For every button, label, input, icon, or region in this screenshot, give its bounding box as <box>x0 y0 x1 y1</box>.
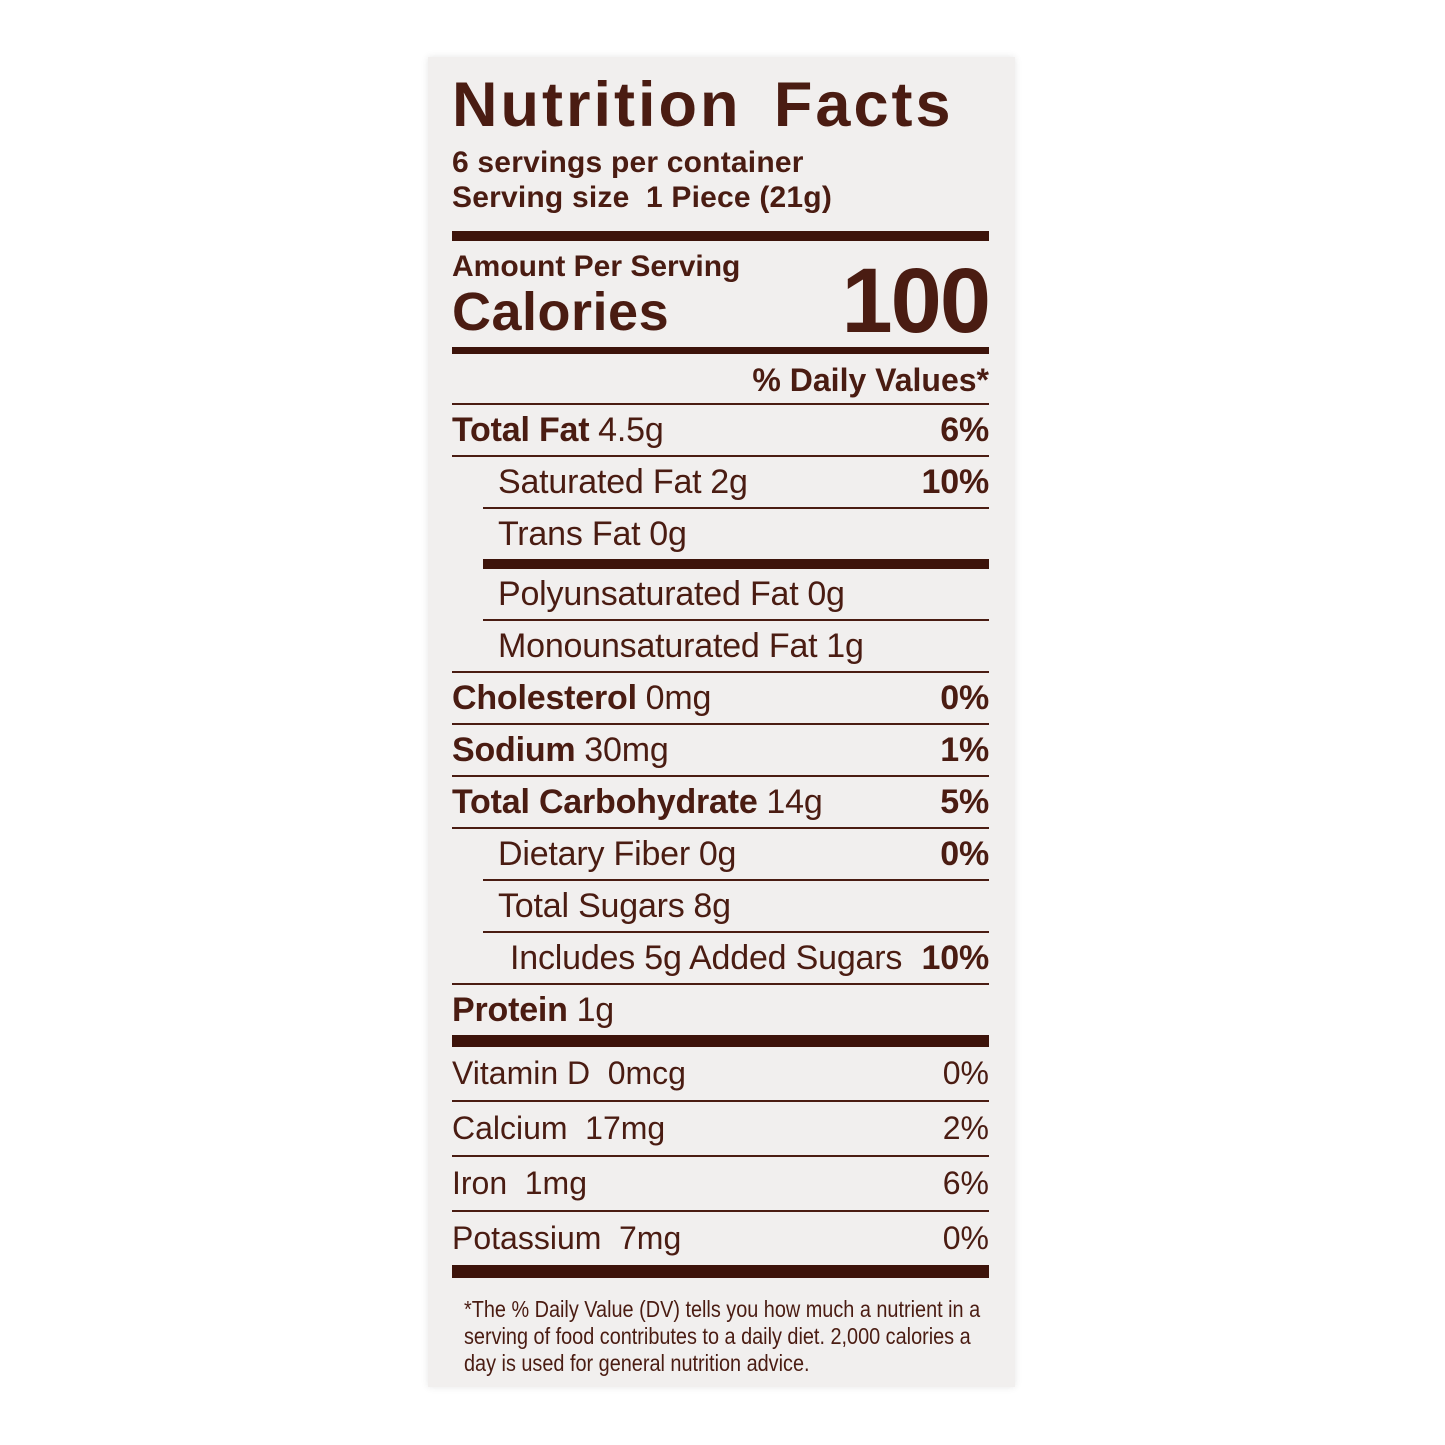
vitamin-row: Vitamin D 0mcg 0% <box>452 1047 989 1100</box>
divider <box>452 983 989 985</box>
serving-size-row: Serving size 1 Piece (21g) <box>452 180 989 215</box>
nutrient-amount: 30mg <box>584 730 669 769</box>
nutrient-name: Trans Fat <box>498 514 641 553</box>
serving-size-label: Serving size <box>452 181 630 214</box>
nutrient-daily-value: 0% <box>942 1055 989 1091</box>
calories-section: Amount Per Serving Calories 100 <box>452 250 991 348</box>
thick-divider <box>452 1035 989 1047</box>
nutrient-row: Protein 1g <box>452 985 989 1035</box>
servings-per-container: 6 servings per container <box>452 146 804 179</box>
nutrient-name: Monounsaturated Fat <box>498 626 818 665</box>
nutrient-amount: 14g <box>766 782 823 821</box>
label-title: Nutrition Facts <box>452 70 954 140</box>
nutrient-daily-value: 10% <box>921 462 990 501</box>
footnote-section: *The % Daily Value (DV) tells you how mu… <box>452 1296 989 1377</box>
nutrient-daily-value: 1% <box>940 730 989 769</box>
nutrient-row: Total Carbohydrate 14g 5% <box>452 777 989 827</box>
nutrient-name: Vitamin D <box>452 1055 591 1091</box>
nutrient-name: Total Sugars <box>498 886 685 925</box>
nutrient-amount: 0mcg <box>607 1055 686 1091</box>
nutrient-daily-value: 2% <box>942 1110 989 1146</box>
nutrient-name: Total Fat <box>452 410 590 449</box>
nutrient-row: Cholesterol 0mg 0% <box>452 673 989 723</box>
nutrient-amount: 0g <box>807 574 845 613</box>
calories-value: 100 <box>841 250 991 352</box>
nutrient-name: Includes 5g Added Sugars <box>510 938 903 977</box>
vitamin-row: Calcium 17mg 2% <box>452 1102 989 1155</box>
nutrient-daily-value: 6% <box>940 410 989 449</box>
nutrient-daily-value: 5% <box>940 782 989 821</box>
nutrient-amount: 0g <box>649 514 687 553</box>
daily-value-footnote: *The % Daily Value (DV) tells you how mu… <box>464 1296 981 1376</box>
nutrient-row: Polyunsaturated Fat 0g <box>452 569 989 619</box>
nutrient-amount: 0g <box>698 834 737 873</box>
nutrient-daily-value: 0% <box>942 1220 989 1256</box>
nutrient-name: Cholesterol <box>452 678 637 717</box>
nutrient-row: Includes 5g Added Sugars 10% <box>452 933 989 983</box>
nutrient-amount: 17mg <box>585 1110 666 1146</box>
serving-size-value: 1 Piece (21g) <box>645 181 833 214</box>
nutrient-row: Sodium 30mg 1% <box>452 725 989 775</box>
divider <box>483 931 989 933</box>
nutrient-amount: 8g <box>693 886 731 925</box>
nutrient-amount: 7mg <box>618 1220 682 1256</box>
thick-divider <box>452 1265 989 1278</box>
divider <box>452 1210 989 1212</box>
divider <box>452 827 989 829</box>
nutrient-name: Calcium <box>452 1110 568 1146</box>
nutrient-daily-value: 6% <box>942 1165 989 1201</box>
nutrient-table: Total Fat 4.5g 6% Saturated Fat 2g 10% Trans F… <box>452 405 989 1047</box>
nutrient-amount: 2g <box>710 462 748 501</box>
nutrient-name: Potassium <box>452 1220 602 1256</box>
nutrient-daily-value: 0% <box>940 834 989 873</box>
nutrient-row: Total Fat 4.5g 6% <box>452 405 989 455</box>
nutrient-name: Iron <box>452 1165 508 1201</box>
nutrient-row: Monounsaturated Fat 1g <box>452 621 989 671</box>
nutrient-amount: 1g <box>576 990 615 1029</box>
calories-left-column: Amount Per Serving Calories <box>452 250 741 342</box>
thick-divider <box>483 559 989 569</box>
calories-label: Calories <box>452 282 670 342</box>
divider <box>452 671 989 673</box>
daily-value-header: % Daily Values* <box>752 362 989 398</box>
nutrient-daily-value: 0% <box>940 678 989 717</box>
nutrient-amount: 0mg <box>645 678 712 717</box>
divider <box>483 619 989 621</box>
divider <box>452 723 989 725</box>
vitamin-row: Iron 1mg 6% <box>452 1157 989 1210</box>
divider <box>452 1155 989 1157</box>
thick-divider <box>452 231 989 241</box>
nutrient-row: Saturated Fat 2g 10% <box>452 457 989 507</box>
divider <box>452 775 989 777</box>
medium-divider <box>452 347 989 354</box>
vitamin-row: Potassium 7mg 0% <box>452 1212 989 1265</box>
nutrient-name: Total Carbohydrate <box>452 782 758 821</box>
nutrient-row: Dietary Fiber 0g 0% <box>452 829 989 879</box>
nutrition-facts-label: Nutrition Facts 6 servings per container… <box>428 57 1015 1387</box>
divider <box>483 879 989 881</box>
vitamin-table: Vitamin D 0mcg 0% Calcium 17mg 2% Iron 1mg 6% Pot… <box>452 1047 989 1278</box>
divider <box>483 507 989 509</box>
nutrient-row: Trans Fat 0g <box>452 509 989 559</box>
divider <box>452 403 989 405</box>
nutrient-row: Total Sugars 8g <box>452 881 989 931</box>
divider <box>452 1100 989 1102</box>
nutrient-name: Sodium <box>452 730 576 769</box>
nutrient-name: Polyunsaturated Fat <box>498 574 799 613</box>
nutrient-amount: 4.5g <box>598 410 664 449</box>
nutrient-daily-value: 10% <box>921 938 990 977</box>
nutrient-name: Saturated Fat <box>498 462 702 501</box>
nutrient-amount: 1g <box>826 626 864 665</box>
amount-per-serving-label: Amount Per Serving <box>452 250 741 283</box>
nutrient-amount: 1mg <box>524 1165 587 1201</box>
nutrient-name: Protein <box>452 990 568 1029</box>
nutrient-name: Dietary Fiber <box>498 834 691 873</box>
divider <box>452 455 989 457</box>
